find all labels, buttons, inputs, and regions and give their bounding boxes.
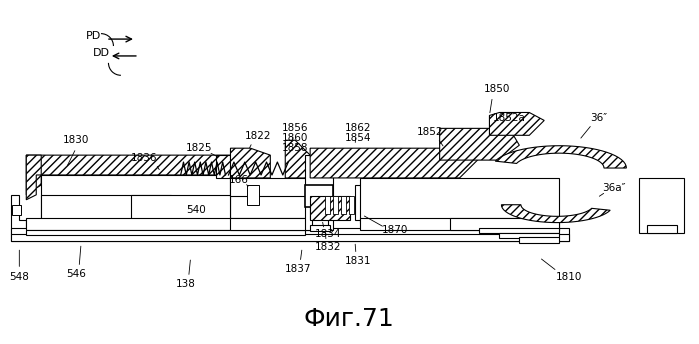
Polygon shape bbox=[285, 140, 310, 178]
Bar bbox=[355, 185, 365, 219]
Text: 1870: 1870 bbox=[382, 225, 408, 235]
Bar bbox=[27, 218, 305, 229]
Bar bbox=[11, 235, 569, 241]
Bar bbox=[41, 195, 171, 225]
Text: 1856: 1856 bbox=[282, 123, 308, 133]
Polygon shape bbox=[27, 155, 231, 195]
Bar bbox=[247, 185, 259, 205]
Bar bbox=[333, 196, 338, 214]
Text: 1858: 1858 bbox=[282, 143, 308, 153]
Bar bbox=[499, 233, 559, 238]
Bar bbox=[349, 196, 354, 214]
Bar bbox=[519, 237, 559, 244]
Polygon shape bbox=[11, 195, 27, 235]
Text: 1831: 1831 bbox=[345, 256, 371, 266]
Polygon shape bbox=[310, 196, 350, 219]
Text: 1852a: 1852a bbox=[493, 114, 526, 123]
Polygon shape bbox=[440, 128, 519, 160]
Text: 1830: 1830 bbox=[63, 135, 89, 145]
Text: DD: DD bbox=[93, 48, 110, 58]
Text: 1832: 1832 bbox=[315, 243, 341, 252]
Polygon shape bbox=[231, 148, 271, 178]
Bar bbox=[341, 196, 346, 214]
Bar bbox=[27, 229, 305, 236]
Text: 1837: 1837 bbox=[285, 264, 312, 274]
Text: 1810: 1810 bbox=[556, 272, 582, 282]
Text: 548: 548 bbox=[9, 272, 29, 282]
Bar bbox=[639, 178, 684, 233]
Text: 1854: 1854 bbox=[345, 133, 371, 143]
Bar bbox=[310, 225, 330, 230]
Polygon shape bbox=[489, 112, 545, 135]
Polygon shape bbox=[495, 146, 626, 168]
Bar bbox=[305, 155, 333, 229]
Text: 1860: 1860 bbox=[282, 133, 308, 143]
Bar bbox=[360, 218, 559, 229]
Text: 1850: 1850 bbox=[484, 84, 510, 94]
Bar bbox=[231, 218, 310, 229]
Polygon shape bbox=[310, 148, 480, 178]
Polygon shape bbox=[27, 155, 41, 200]
Text: 1825: 1825 bbox=[185, 143, 212, 153]
Bar bbox=[360, 178, 559, 223]
Bar bbox=[357, 196, 362, 214]
Text: 1836: 1836 bbox=[131, 153, 157, 163]
Bar bbox=[231, 178, 310, 196]
Text: 540: 540 bbox=[186, 205, 206, 215]
Bar bbox=[325, 196, 330, 214]
Text: 1862: 1862 bbox=[345, 123, 371, 133]
Bar bbox=[449, 218, 559, 229]
Text: 1834: 1834 bbox=[315, 229, 341, 239]
Bar bbox=[310, 207, 330, 219]
Text: 546: 546 bbox=[66, 269, 86, 279]
Text: 166: 166 bbox=[229, 175, 248, 185]
Text: 36″: 36″ bbox=[591, 114, 607, 123]
Bar bbox=[305, 185, 333, 207]
Text: 1822: 1822 bbox=[245, 131, 272, 141]
Bar bbox=[131, 195, 231, 225]
Text: 1852: 1852 bbox=[417, 127, 443, 137]
Bar bbox=[11, 227, 569, 241]
Bar bbox=[13, 205, 21, 215]
Bar bbox=[647, 225, 677, 233]
Text: 36a″: 36a″ bbox=[603, 183, 626, 193]
Text: Фиг.71: Фиг.71 bbox=[303, 307, 394, 331]
Bar bbox=[480, 227, 559, 234]
Text: 138: 138 bbox=[175, 279, 196, 289]
Bar bbox=[41, 175, 231, 219]
Text: PD: PD bbox=[86, 31, 101, 41]
Bar bbox=[312, 218, 328, 226]
Polygon shape bbox=[501, 205, 610, 223]
Polygon shape bbox=[215, 155, 236, 178]
